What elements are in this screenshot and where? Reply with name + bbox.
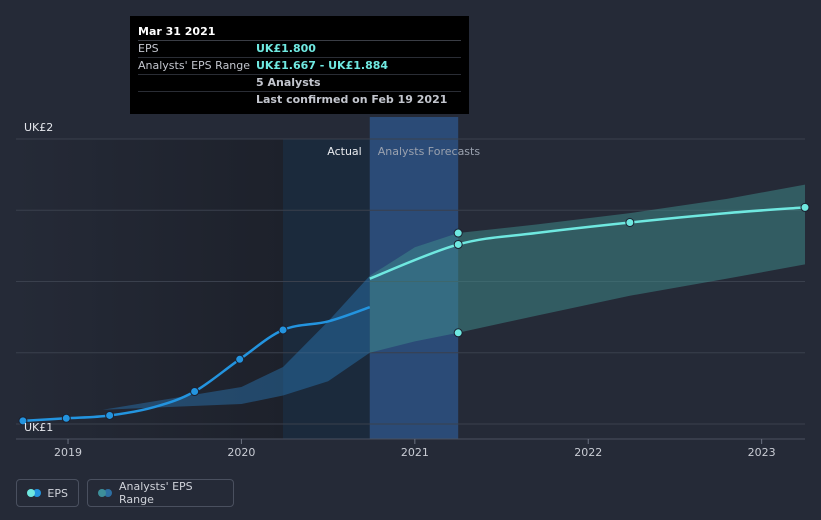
forecast-point bbox=[800, 202, 810, 212]
tooltip-row-analysts: 5 Analysts bbox=[138, 75, 461, 92]
eps-point bbox=[61, 413, 71, 423]
eps-markers bbox=[18, 202, 810, 426]
tooltip-value: Last confirmed on Feb 19 2021 bbox=[256, 93, 448, 106]
tooltip-row-confirmed: Last confirmed on Feb 19 2021 bbox=[138, 92, 461, 108]
tooltip-label: Analysts' EPS Range bbox=[138, 59, 251, 72]
eps-forecast-line bbox=[369, 206, 806, 280]
past-region bbox=[16, 139, 284, 439]
x-tick-label: 2021 bbox=[401, 446, 429, 459]
actual-region bbox=[283, 139, 370, 439]
y-label-top: UK£2 bbox=[24, 121, 53, 134]
legend-label: Analysts' EPS Range bbox=[119, 480, 193, 506]
actual-section-label: Actual bbox=[327, 145, 361, 158]
y-label-bottom: UK£1 bbox=[24, 421, 53, 434]
forecast-point bbox=[453, 239, 463, 249]
chart-labels: UK£2 UK£1 Actual Analysts Forecasts 2019 2020… bbox=[24, 121, 776, 459]
chart-tooltip: Mar 31 2021 EPS UK£1.800 Analysts' EPS R… bbox=[130, 16, 469, 114]
x-tick-label: 2019 bbox=[54, 446, 82, 459]
tooltip-row-range: Analysts' EPS Range UK£1.667 - UK£1.884 bbox=[138, 58, 461, 75]
x-tick-label: 2022 bbox=[574, 446, 602, 459]
range-band-actual bbox=[22, 275, 370, 422]
x-tick-label: 2020 bbox=[227, 446, 255, 459]
forecast-point bbox=[625, 218, 635, 228]
range-band-forecast bbox=[369, 184, 805, 353]
tooltip-date: Mar 31 2021 bbox=[138, 24, 461, 41]
eps-point bbox=[278, 325, 288, 335]
range-point bbox=[453, 328, 463, 338]
tooltip-row-eps: EPS UK£1.800 bbox=[138, 41, 461, 58]
tooltip-label bbox=[138, 75, 256, 91]
legend-label: EPS bbox=[47, 486, 68, 500]
eps-range-band bbox=[22, 184, 805, 422]
tooltip-label: EPS bbox=[138, 42, 159, 55]
legend-eps[interactable]: EPS bbox=[16, 479, 79, 507]
eps-point bbox=[235, 354, 245, 364]
tooltip-value: 5 Analysts bbox=[256, 76, 321, 89]
x-tick-label: 2023 bbox=[748, 446, 776, 459]
eps-point bbox=[18, 416, 28, 426]
forecast-section-label: Analysts Forecasts bbox=[378, 145, 481, 158]
eps-swatch-icon bbox=[27, 489, 41, 497]
tooltip-value: UK£1.800 bbox=[256, 42, 316, 55]
eps-point bbox=[190, 387, 200, 397]
tooltip-value: UK£1.667 - UK£1.884 bbox=[256, 59, 389, 72]
eps-point bbox=[105, 410, 115, 420]
range-swatch-icon bbox=[98, 489, 112, 497]
range-point bbox=[453, 228, 463, 238]
legend-eps-range[interactable]: Analysts' EPS Range bbox=[87, 479, 234, 507]
tooltip-label bbox=[138, 92, 256, 108]
